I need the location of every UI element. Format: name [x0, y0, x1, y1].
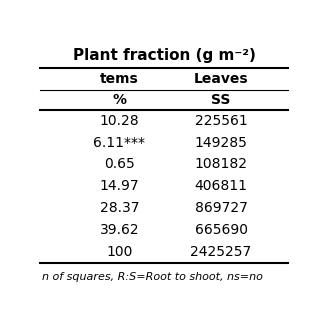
Text: SS: SS — [211, 93, 231, 107]
Text: 149285: 149285 — [195, 136, 247, 149]
Text: Plant fraction (g m⁻²): Plant fraction (g m⁻²) — [73, 48, 255, 63]
Text: 6.11***: 6.11*** — [93, 136, 145, 149]
Text: %: % — [112, 93, 126, 107]
Text: 10.28: 10.28 — [100, 114, 139, 128]
Text: 406811: 406811 — [195, 179, 248, 193]
Text: 14.97: 14.97 — [100, 179, 139, 193]
Text: 28.37: 28.37 — [100, 201, 139, 215]
Text: 2425257: 2425257 — [190, 245, 252, 259]
Text: 225561: 225561 — [195, 114, 247, 128]
Text: 39.62: 39.62 — [100, 223, 139, 237]
Text: n of squares, R:S=Root to shoot, ns=no: n of squares, R:S=Root to shoot, ns=no — [43, 272, 263, 282]
Text: 100: 100 — [106, 245, 132, 259]
Text: 869727: 869727 — [195, 201, 247, 215]
Text: tems: tems — [100, 72, 139, 86]
Text: 0.65: 0.65 — [104, 157, 135, 172]
Text: 108182: 108182 — [195, 157, 248, 172]
Text: Leaves: Leaves — [194, 72, 248, 86]
Text: 665690: 665690 — [195, 223, 248, 237]
